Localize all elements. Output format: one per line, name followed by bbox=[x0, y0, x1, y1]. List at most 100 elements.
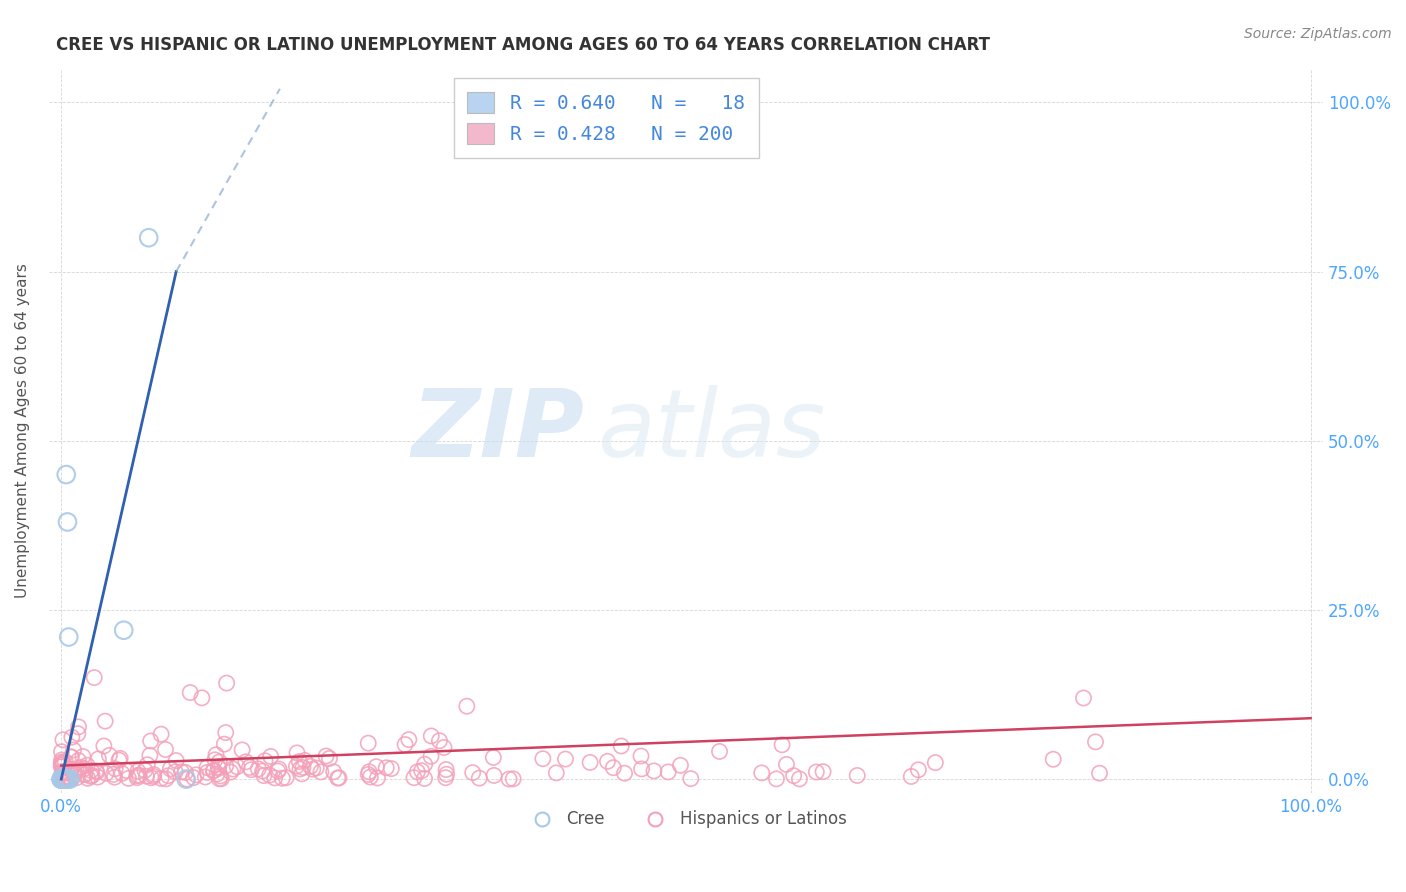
Point bbox=[179, 685, 201, 699]
Point bbox=[53, 771, 76, 785]
Point bbox=[128, 768, 150, 782]
Point bbox=[51, 753, 73, 767]
Point bbox=[86, 764, 108, 779]
Point bbox=[63, 764, 86, 779]
Point bbox=[138, 230, 160, 244]
Point bbox=[238, 760, 260, 774]
Point bbox=[1088, 766, 1111, 780]
Point bbox=[205, 747, 228, 762]
Point bbox=[900, 769, 922, 783]
Point bbox=[259, 768, 281, 782]
Point bbox=[111, 766, 134, 780]
Point bbox=[328, 771, 350, 785]
Point bbox=[67, 754, 90, 768]
Point bbox=[80, 769, 103, 783]
Point bbox=[436, 767, 458, 781]
Point bbox=[411, 764, 433, 778]
Point bbox=[184, 768, 207, 782]
Point bbox=[51, 745, 73, 759]
Point bbox=[165, 754, 187, 768]
Point bbox=[669, 758, 692, 772]
Point bbox=[60, 763, 83, 777]
Point bbox=[112, 624, 135, 638]
Point bbox=[291, 767, 314, 781]
Text: ZIP: ZIP bbox=[411, 384, 583, 476]
Point bbox=[288, 762, 311, 776]
Point bbox=[267, 762, 290, 776]
Point bbox=[52, 772, 75, 786]
Point bbox=[285, 759, 308, 773]
Y-axis label: Unemployment Among Ages 60 to 64 years: Unemployment Among Ages 60 to 64 years bbox=[15, 263, 30, 598]
Point bbox=[51, 757, 73, 772]
Point bbox=[103, 767, 125, 781]
Point bbox=[907, 763, 929, 777]
Point bbox=[253, 769, 276, 783]
Point bbox=[235, 755, 257, 769]
Point bbox=[191, 690, 214, 705]
Point bbox=[924, 756, 946, 770]
Point bbox=[630, 749, 652, 764]
Point bbox=[135, 769, 157, 783]
Point bbox=[322, 764, 344, 779]
Point bbox=[170, 764, 193, 779]
Point bbox=[51, 760, 73, 774]
Point bbox=[52, 772, 75, 786]
Point bbox=[58, 772, 80, 786]
Text: Source: ZipAtlas.com: Source: ZipAtlas.com bbox=[1244, 27, 1392, 41]
Point bbox=[219, 765, 242, 780]
Point bbox=[301, 762, 323, 776]
Point bbox=[62, 743, 84, 757]
Point bbox=[58, 630, 80, 644]
Point bbox=[406, 764, 429, 779]
Point bbox=[53, 772, 76, 786]
Point bbox=[315, 749, 337, 764]
Point bbox=[98, 748, 121, 763]
Point bbox=[498, 772, 520, 786]
Point bbox=[94, 766, 117, 780]
Point bbox=[502, 772, 524, 786]
Point bbox=[208, 755, 231, 769]
Point bbox=[155, 742, 177, 756]
Point bbox=[252, 764, 274, 778]
Point bbox=[610, 739, 633, 753]
Point bbox=[208, 772, 231, 786]
Point bbox=[267, 764, 290, 778]
Point bbox=[1073, 690, 1095, 705]
Point bbox=[263, 771, 285, 785]
Point bbox=[51, 772, 73, 786]
Point bbox=[53, 770, 76, 784]
Point bbox=[60, 730, 83, 744]
Point bbox=[72, 749, 94, 764]
Point bbox=[108, 751, 131, 765]
Point bbox=[60, 749, 83, 764]
Point bbox=[214, 737, 236, 751]
Point bbox=[751, 765, 773, 780]
Point bbox=[402, 771, 425, 785]
Point bbox=[413, 757, 436, 772]
Point bbox=[60, 772, 83, 786]
Point bbox=[1084, 735, 1107, 749]
Point bbox=[789, 772, 811, 786]
Point bbox=[53, 772, 76, 786]
Point bbox=[51, 772, 73, 786]
Point bbox=[52, 765, 75, 780]
Point bbox=[176, 772, 198, 786]
Point bbox=[51, 755, 73, 769]
Point bbox=[398, 732, 420, 747]
Point bbox=[413, 772, 436, 786]
Point bbox=[357, 736, 380, 750]
Point bbox=[165, 764, 187, 779]
Point bbox=[294, 753, 316, 767]
Point bbox=[366, 771, 388, 785]
Point bbox=[60, 750, 83, 764]
Point bbox=[782, 769, 804, 783]
Point bbox=[52, 756, 75, 770]
Point bbox=[139, 771, 162, 785]
Point bbox=[67, 763, 90, 777]
Point bbox=[174, 765, 197, 780]
Point bbox=[53, 771, 76, 785]
Point bbox=[94, 714, 117, 728]
Point bbox=[468, 771, 491, 785]
Point bbox=[657, 764, 679, 779]
Point bbox=[53, 755, 76, 769]
